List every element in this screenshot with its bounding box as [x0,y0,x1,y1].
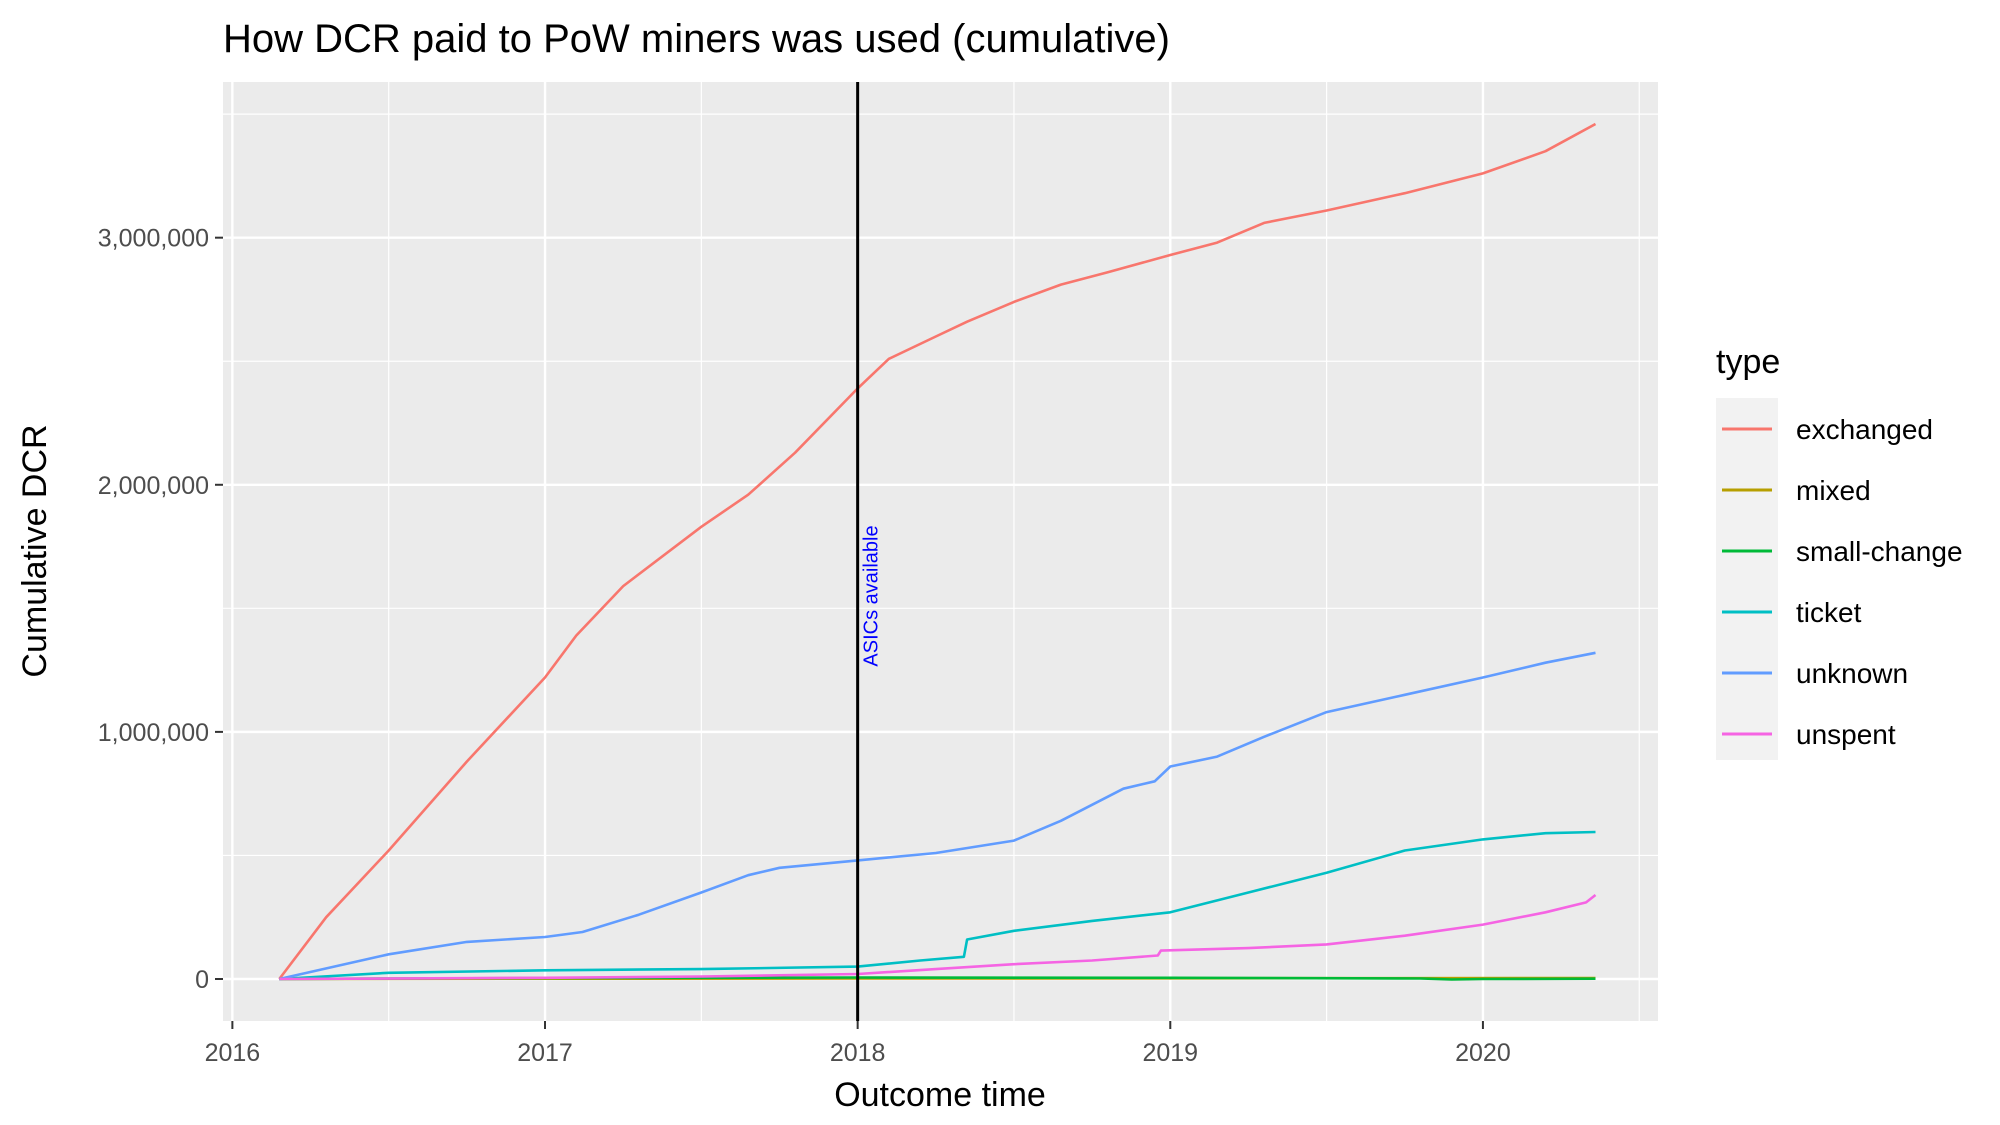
x-tick-label: 2018 [830,1039,886,1067]
y-axis-title: Cumulative DCR [16,424,54,677]
y-axis: 0 1,000,000 2,000,000 3,000,000 [98,225,223,994]
legend-label-unspent: unspent [1796,719,1896,750]
plot-background [223,82,1658,1021]
y-tick-label: 3,000,000 [98,225,209,253]
legend-label-small-change: small-change [1796,536,1963,567]
asics-annotation: ASICs available [861,525,883,666]
series-line-ticket [279,830,1596,981]
series-line-exchanged [278,122,1597,980]
legend-label-exchanged: exchanged [1796,414,1933,445]
y-tick-label: 0 [195,966,209,994]
y-tick-label: 1,000,000 [98,719,209,747]
legend-label-unknown: unknown [1796,658,1908,689]
legend-title: type [1716,343,1780,381]
legend-label-mixed: mixed [1796,475,1871,506]
legend-label-ticket: ticket [1796,597,1862,628]
series-line-unknown [279,651,1596,981]
x-tick-label: 2020 [1455,1039,1511,1067]
y-tick-label: 2,000,000 [98,472,209,500]
series-lines [278,122,1597,981]
series-line-unspent [279,893,1597,981]
legend-keys-background [1716,398,1778,760]
x-axis-title: Outcome time [834,1076,1046,1114]
legend: type exchanged mixed small-change ticket unk… [1716,343,1963,760]
x-tick-label: 2017 [517,1039,573,1067]
x-tick-label: 2019 [1142,1039,1198,1067]
chart-title: How DCR paid to PoW miners was used (cum… [223,17,1170,61]
x-tick-label: 2016 [205,1039,261,1067]
x-axis: 2016 2017 2018 2019 2020 [205,1021,1511,1067]
